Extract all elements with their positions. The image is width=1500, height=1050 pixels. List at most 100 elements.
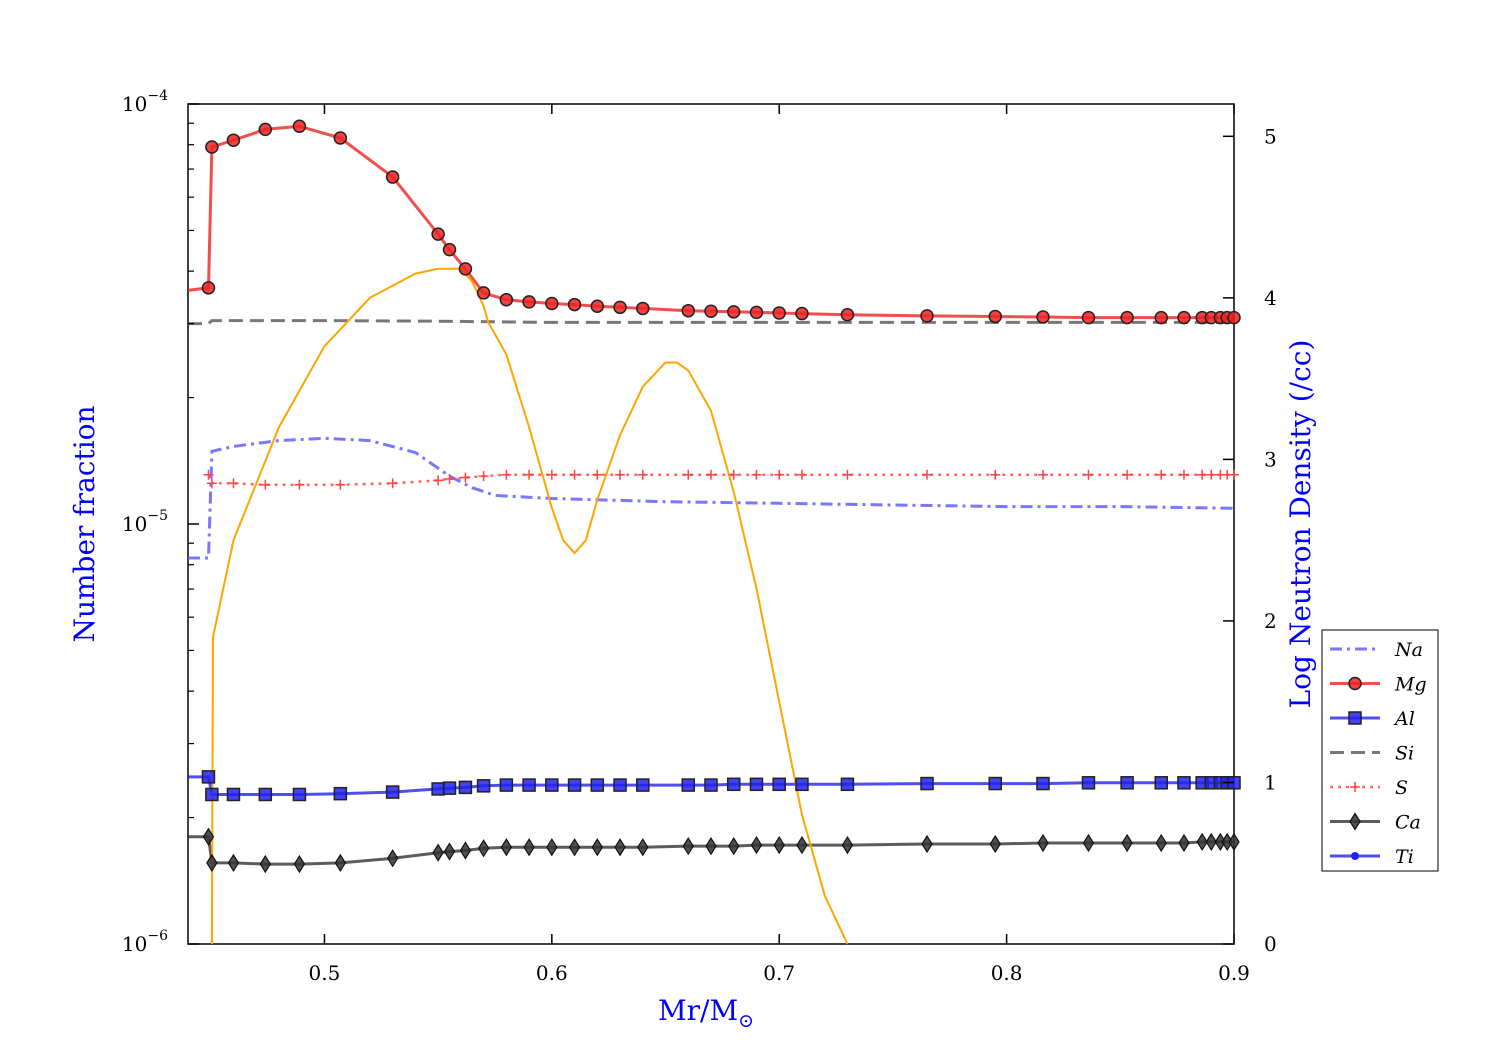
data-point-al xyxy=(613,778,627,792)
legend-marker-ca xyxy=(1349,812,1361,831)
data-point-s xyxy=(203,469,214,480)
data-point-s xyxy=(637,469,648,480)
x-axis-title: Mr/M⊙ xyxy=(658,994,754,1032)
data-point-s xyxy=(728,469,739,480)
data-point-al xyxy=(681,778,696,792)
x-tick-label: 0.5 xyxy=(309,961,341,985)
data-point-s xyxy=(774,469,785,480)
data-point-al xyxy=(920,776,934,791)
series-line-na xyxy=(188,436,1235,560)
y-tick-label: 10−5 xyxy=(122,508,168,536)
data-point-s xyxy=(294,479,305,490)
x-tick-label: 0.6 xyxy=(536,961,568,985)
data-point-ca xyxy=(1155,833,1167,853)
data-point-s xyxy=(569,469,580,480)
data-point-s xyxy=(228,478,239,489)
data-point-al xyxy=(726,777,741,792)
legend-label-s: S xyxy=(1395,777,1408,799)
data-point-ca xyxy=(227,853,240,873)
data-point-mg xyxy=(988,309,1002,324)
data-point-ca xyxy=(293,854,306,874)
data-point-mg xyxy=(636,301,650,316)
data-point-ca xyxy=(637,838,649,857)
data-point-ca xyxy=(568,838,581,857)
data-point-s xyxy=(842,469,853,480)
data-point-mg xyxy=(920,309,934,323)
data-point-s xyxy=(335,479,346,490)
series-line-mg xyxy=(187,124,1234,320)
data-point-ca xyxy=(1228,832,1240,852)
series-line-s xyxy=(207,473,1234,487)
y2-tick-label: 4 xyxy=(1264,286,1277,310)
series-line-si xyxy=(188,319,1234,326)
data-point-al xyxy=(333,786,348,801)
x-tick-label: 0.8 xyxy=(991,961,1023,985)
data-point-s xyxy=(1037,469,1048,480)
data-point-s xyxy=(1122,469,1133,480)
data-point-s xyxy=(706,469,716,480)
data-point-mg xyxy=(1154,310,1168,325)
y2-axis-title: Log Neutron Density (/cc) xyxy=(1284,340,1317,709)
data-point-mg xyxy=(458,262,473,276)
data-point-ca xyxy=(796,835,808,855)
data-point-mg xyxy=(385,170,400,184)
data-point-mg xyxy=(226,133,241,147)
data-point-ca xyxy=(750,835,763,855)
data-point-s xyxy=(615,469,626,480)
data-point-al xyxy=(431,782,445,796)
data-point-al xyxy=(590,778,605,792)
data-point-mg xyxy=(292,119,307,134)
data-point-al xyxy=(840,777,855,792)
data-point-s xyxy=(751,469,762,480)
data-point-mg xyxy=(840,307,855,322)
data-point-mg xyxy=(522,295,536,309)
x-tick-label: 0.7 xyxy=(763,961,795,985)
data-point-s xyxy=(922,469,933,480)
data-point-s xyxy=(524,469,535,480)
data-point-s xyxy=(796,469,807,480)
legend-label-si: Si xyxy=(1395,743,1414,765)
legend-marker-mg xyxy=(1348,676,1362,691)
data-point-s xyxy=(1229,469,1239,480)
data-point-ca xyxy=(682,837,694,856)
data-point-al xyxy=(567,778,582,792)
legend-label-na: Na xyxy=(1394,639,1423,661)
data-point-ca xyxy=(523,838,535,857)
data-point-mg xyxy=(258,122,273,137)
data-point-al xyxy=(1154,776,1168,790)
data-point-ca xyxy=(1037,833,1049,853)
data-point-s xyxy=(683,469,694,480)
data-point-al xyxy=(442,781,457,795)
data-point-ca xyxy=(591,838,604,857)
data-point-ca xyxy=(202,827,215,846)
data-point-ca xyxy=(1082,833,1095,853)
legend-label-ti: Ti xyxy=(1395,846,1414,868)
data-point-ca xyxy=(500,838,513,857)
data-point-ca xyxy=(386,849,399,868)
legend-marker-ti xyxy=(1351,852,1359,860)
data-point-al xyxy=(545,778,559,792)
legend: Na Mg Al Si S Ca Ti xyxy=(1321,629,1439,872)
y2-tick-label: 3 xyxy=(1264,447,1277,471)
data-point-s xyxy=(990,469,1001,480)
data-point-ca xyxy=(206,853,218,873)
data-point-ca xyxy=(459,841,472,860)
plot-frame xyxy=(187,103,1235,945)
data-point-s xyxy=(1156,469,1167,480)
y2-tick-label: 5 xyxy=(1264,124,1277,148)
data-point-al xyxy=(1081,776,1096,790)
data-point-ca xyxy=(1205,832,1217,852)
data-point-ca xyxy=(773,835,785,855)
data-point-al xyxy=(258,787,273,802)
data-point-mg xyxy=(795,306,809,321)
data-point-s xyxy=(546,469,557,480)
data-point-mg xyxy=(590,299,605,313)
marker-layer xyxy=(201,119,1241,874)
data-point-ca xyxy=(989,834,1001,854)
data-point-al xyxy=(988,776,1002,791)
legend-label-ca: Ca xyxy=(1395,812,1421,834)
y2-tick-label: 1 xyxy=(1264,770,1277,794)
data-point-s xyxy=(1206,469,1217,480)
legend-marker-al xyxy=(1348,711,1362,725)
